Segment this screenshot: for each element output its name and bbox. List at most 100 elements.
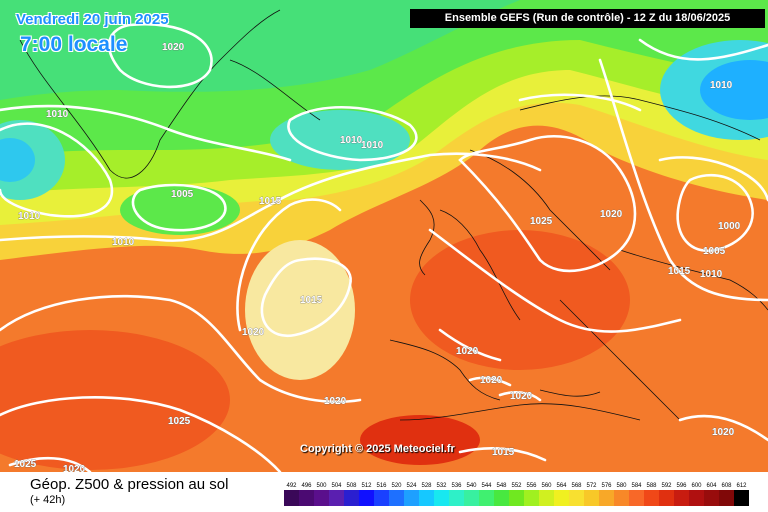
legend-value-label: 556	[526, 483, 537, 489]
legend-value-label: 608	[721, 483, 732, 489]
legend-swatch	[599, 490, 614, 506]
isobar-label: 1020	[600, 209, 623, 220]
legend-swatch	[509, 490, 524, 506]
legend-swatch	[464, 490, 479, 506]
legend-swatch	[614, 490, 629, 506]
forecast-local-time: 7:00 locale	[20, 33, 128, 56]
isobar-1010-ne	[638, 38, 768, 61]
legend-value-label: 508	[346, 483, 357, 489]
legend-value-label: 536	[451, 483, 462, 489]
z500-low-mid	[120, 185, 240, 235]
isobar-label: 1020	[162, 42, 185, 53]
z500-ridge-azores	[245, 240, 355, 380]
isobar-1015-ne	[518, 93, 642, 112]
legend-swatch	[584, 490, 599, 506]
isobar-label: 1020	[480, 375, 503, 386]
legend-swatch	[734, 490, 749, 506]
z500-low-west-core	[0, 138, 35, 182]
legend-swatch	[434, 490, 449, 506]
legend-swatch	[659, 490, 674, 506]
isobar-label: 1020	[456, 346, 479, 357]
pressure-map-canvas: 1020 1010 1010 1010 1005 1010 1015 1010 …	[0, 0, 768, 472]
legend-swatch	[644, 490, 659, 506]
legend-swatch	[689, 490, 704, 506]
legend-value-label: 512	[361, 483, 372, 489]
legend-swatch	[389, 490, 404, 506]
isobar-label: 1015	[492, 447, 515, 458]
legend-swatch	[299, 490, 314, 506]
legend-swatch	[704, 490, 719, 506]
isobar-1015-azores	[260, 257, 352, 338]
legend-swatch	[674, 490, 689, 506]
isobar-1020-med2	[498, 390, 542, 402]
isobar-1000	[676, 173, 754, 253]
isobar-label: 1000	[718, 221, 741, 232]
legend-swatch	[569, 490, 584, 506]
legend-swatch	[284, 490, 299, 506]
legend-value-label: 496	[301, 483, 312, 489]
run-header: Ensemble GEFS (Run de contrôle) - 12 Z d…	[410, 9, 765, 28]
legend-swatch	[494, 490, 509, 506]
isobar-1010-west	[0, 122, 114, 218]
legend-value-label: 520	[391, 483, 402, 489]
z500-low-northeast-core	[700, 60, 768, 120]
isobar-1010-iceland	[287, 105, 418, 162]
isobar-label: 1020	[63, 464, 86, 472]
isobar-1015-africa	[458, 447, 547, 462]
isobar-1020-sw	[8, 456, 92, 472]
isobar-1025	[0, 395, 282, 472]
isobar-label: 1025	[530, 216, 553, 227]
isobar-label: 1010	[700, 269, 723, 280]
color-scale-legend: 492 496 500 504 508 512 516 520 524 528 532 536 540 5…	[284, 483, 749, 506]
isobar-label: 1005	[703, 246, 726, 257]
legend-value-label: 544	[481, 483, 492, 489]
legend-swatch	[359, 490, 374, 506]
isobar-label: 1010	[18, 211, 41, 222]
isobar-1020-central	[428, 228, 682, 333]
isobar-label: 1025	[168, 416, 191, 427]
legend-swatch	[344, 490, 359, 506]
isobar-1020-south	[0, 295, 362, 404]
isobars	[0, 22, 768, 472]
isobar-1005	[131, 183, 227, 232]
isobar-label: 1010	[710, 80, 733, 91]
legend-value-label: 612	[736, 483, 747, 489]
legend-value-label: 540	[466, 483, 477, 489]
isobar-label: 1010	[361, 140, 384, 151]
map-parameter-title: Géop. Z500 & pression au sol	[30, 476, 229, 493]
isobar-label: 1020	[324, 396, 347, 407]
isobar-label: 1015	[300, 295, 323, 306]
legend-value-label: 548	[496, 483, 507, 489]
z500-warm-southwest	[0, 330, 230, 470]
legend-value-label: 584	[631, 483, 642, 489]
legend-swatch	[719, 490, 734, 506]
isobar-labels: 1020 1010 1010 1010 1005 1010 1015 1010 …	[14, 42, 741, 472]
coastlines	[19, 9, 768, 421]
z500-warm-central	[410, 230, 630, 370]
legend-swatch	[524, 490, 539, 506]
isobar-1015-east	[598, 58, 768, 302]
legend-value-label: 500	[316, 483, 327, 489]
isobar-label: 1020	[242, 327, 265, 338]
z500-low-iceland	[270, 110, 410, 170]
legend-swatch	[479, 490, 494, 506]
legend-value-label: 532	[436, 483, 447, 489]
legend-value-label: 588	[646, 483, 657, 489]
legend-value-label: 572	[586, 483, 597, 489]
isobar-1010-se	[678, 414, 768, 442]
legend-value-label: 568	[571, 483, 582, 489]
isobar-1010-north	[0, 104, 292, 162]
legend-swatch	[554, 490, 569, 506]
forecast-date: Vendredi 20 juin 2025	[16, 11, 169, 28]
legend-swatch	[449, 490, 464, 506]
z500-hot-africa	[360, 415, 480, 465]
legend-value-label: 552	[511, 483, 522, 489]
legend-value-label: 492	[286, 483, 297, 489]
legend-value-label: 576	[601, 483, 612, 489]
legend-value-label: 596	[676, 483, 687, 489]
isobar-label: 1010	[112, 237, 135, 248]
legend-value-label: 600	[691, 483, 702, 489]
isobar-1020-iberia	[438, 328, 502, 362]
isobar-1020-greenland	[107, 22, 213, 89]
isobar-label: 1005	[171, 189, 194, 200]
